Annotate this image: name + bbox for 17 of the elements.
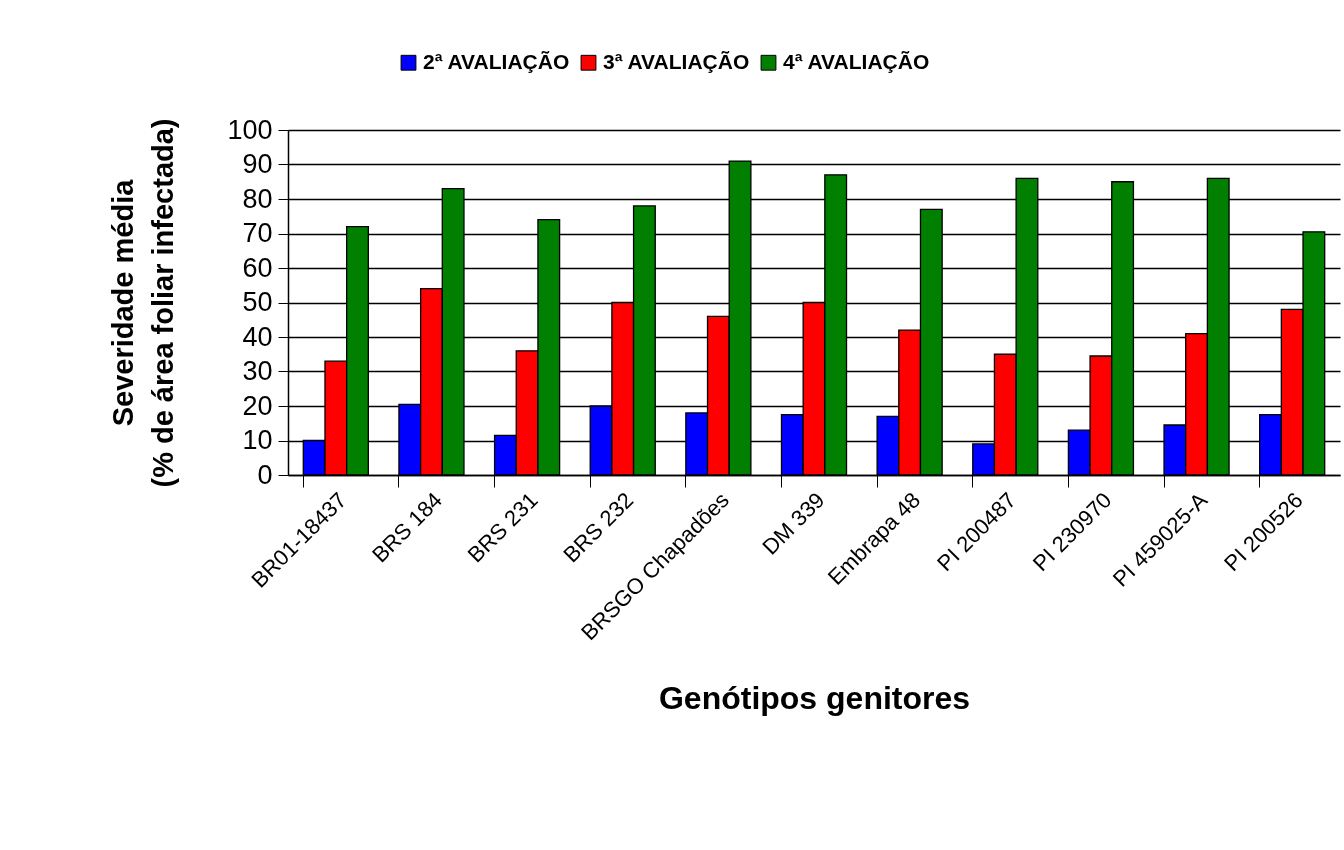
x-axis-title: Genótipos genitores: [658, 680, 971, 717]
y-tick-label: 10: [242, 425, 273, 455]
y-tick-label: 20: [242, 390, 273, 421]
y-tick-label: 70: [242, 218, 273, 248]
legend-label: 4ª AVALIAÇÃO: [783, 49, 930, 73]
legend-label: 3ª AVALIAÇÃO: [603, 49, 750, 73]
y-tick-label: 80: [242, 183, 273, 214]
y-axis-title: Severidade média (% de área foliar infectada): [107, 118, 180, 488]
y-tick-label: 40: [242, 321, 273, 352]
y-tick-label: 50: [242, 287, 273, 317]
y-tick-label: 0: [257, 459, 273, 490]
y-tick-label: 100: [227, 114, 273, 145]
y-tick-label: 30: [242, 356, 273, 386]
x-tick-label: DM 339: [757, 487, 830, 560]
y-tick-label: 60: [242, 252, 273, 283]
y-tick-label: 90: [242, 149, 273, 179]
legend-label: 2ª AVALIAÇÃO: [423, 49, 570, 73]
